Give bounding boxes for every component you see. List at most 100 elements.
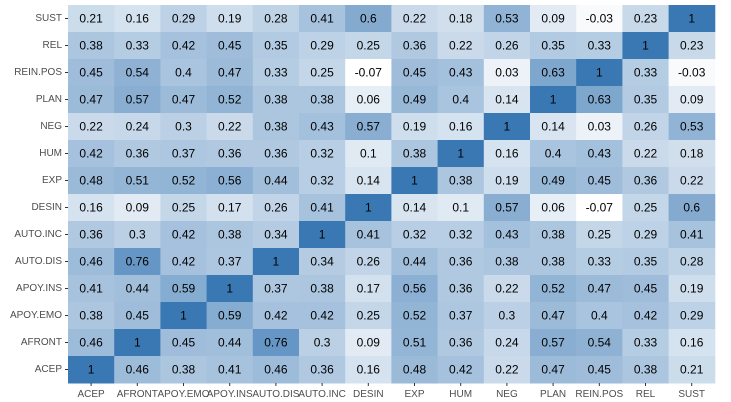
cell-value-REIN.POS-AUTO.INC: 0.25 bbox=[310, 66, 334, 80]
cell-EXP-AFRONT bbox=[114, 167, 161, 195]
cell-AUTO.INC-ACEP bbox=[68, 221, 115, 249]
cell-ACEP-REL bbox=[622, 356, 670, 384]
cell-AUTO.DIS-SUST bbox=[668, 248, 716, 276]
cell-value-PLAN-AFRONT: 0.57 bbox=[126, 93, 150, 107]
cell-value-ACEP-ACEP: 1 bbox=[88, 363, 95, 377]
cell-DESIN-HUM bbox=[437, 194, 485, 222]
cell-value-HUM-REL: 0.22 bbox=[634, 147, 658, 161]
x-tick-label-EXP: EXP bbox=[404, 389, 424, 400]
cell-value-AUTO.INC-REL: 0.29 bbox=[634, 228, 658, 242]
cell-PLAN-AUTO.INC bbox=[299, 86, 346, 114]
cell-value-APOY.EMO-ACEP: 0.38 bbox=[79, 309, 103, 323]
cell-AFRONT-REIN.POS bbox=[576, 329, 623, 357]
cell-value-APOY.EMO-NEG: 0.3 bbox=[499, 309, 516, 323]
cell-HUM-ACEP bbox=[68, 140, 115, 168]
cell-value-PLAN-AUTO.INC: 0.38 bbox=[310, 93, 334, 107]
cell-value-REL-APOY.EMO: 0.42 bbox=[172, 39, 196, 53]
cell-REIN.POS-AFRONT bbox=[114, 59, 161, 87]
cell-PLAN-NEG bbox=[483, 86, 531, 114]
cell-value-NEG-APOY.INS: 0.22 bbox=[218, 120, 242, 134]
cell-PLAN-REL bbox=[622, 86, 670, 114]
cell-PLAN-EXP bbox=[391, 86, 439, 114]
cell-APOY.INS-AUTO.INC bbox=[299, 275, 346, 303]
cell-value-APOY.INS-REIN.POS: 0.47 bbox=[588, 282, 612, 296]
cell-PLAN-APOY.INS bbox=[206, 86, 254, 114]
cell-SUST-AFRONT bbox=[114, 5, 161, 33]
cell-value-AUTO.INC-DESIN: 0.41 bbox=[357, 228, 381, 242]
y-tick-label-SUST: SUST bbox=[35, 13, 62, 24]
cell-value-ACEP-HUM: 0.42 bbox=[449, 363, 473, 377]
y-axis: SUST REL REIN.POS PLAN NEG HUM EXP DESIN AUTO.IN… bbox=[10, 13, 68, 375]
cell-value-AUTO.DIS-EXP: 0.44 bbox=[403, 255, 427, 269]
y-tick-label-APOY.INS: APOY.INS bbox=[16, 283, 62, 294]
cell-value-APOY.EMO-HUM: 0.37 bbox=[449, 309, 473, 323]
cell-value-SUST-PLAN: 0.09 bbox=[541, 12, 565, 26]
cell-value-AUTO.DIS-HUM: 0.36 bbox=[449, 255, 473, 269]
cell-value-AFRONT-REIN.POS: 0.54 bbox=[588, 336, 612, 350]
cell-value-NEG-ACEP: 0.22 bbox=[79, 120, 103, 134]
cell-APOY.EMO-ACEP bbox=[68, 302, 115, 330]
cell-HUM-DESIN bbox=[345, 140, 392, 168]
cell-AFRONT-AUTO.DIS bbox=[252, 329, 300, 357]
cell-REIN.POS-ACEP bbox=[68, 59, 115, 87]
cell-SUST-AUTO.DIS bbox=[252, 5, 300, 33]
cell-AUTO.INC-HUM bbox=[437, 221, 485, 249]
cell-HUM-AUTO.INC bbox=[299, 140, 346, 168]
cell-value-NEG-HUM: 0.16 bbox=[449, 120, 473, 134]
cell-value-REIN.POS-AFRONT: 0.54 bbox=[126, 66, 150, 80]
cell-value-PLAN-DESIN: 0.06 bbox=[357, 93, 381, 107]
y-tick-label-EXP: EXP bbox=[42, 175, 62, 186]
cell-value-NEG-NEG: 1 bbox=[504, 120, 511, 134]
cell-value-AFRONT-REL: 0.33 bbox=[634, 336, 658, 350]
cell-PLAN-AUTO.DIS bbox=[252, 86, 300, 114]
cell-value-ACEP-SUST: 0.21 bbox=[680, 363, 704, 377]
cell-value-AUTO.INC-AFRONT: 0.3 bbox=[129, 228, 146, 242]
heatmap-cells bbox=[68, 5, 716, 384]
cell-value-DESIN-NEG: 0.57 bbox=[495, 201, 519, 215]
cell-value-AFRONT-NEG: 0.24 bbox=[495, 336, 519, 350]
cell-AUTO.DIS-DESIN bbox=[345, 248, 392, 276]
cell-value-SUST-AFRONT: 0.16 bbox=[126, 12, 150, 26]
cell-APOY.INS-APOY.INS bbox=[206, 275, 254, 303]
cell-value-APOY.INS-HUM: 0.36 bbox=[449, 282, 473, 296]
cell-value-DESIN-AUTO.DIS: 0.26 bbox=[264, 201, 288, 215]
cell-value-HUM-SUST: 0.18 bbox=[680, 147, 704, 161]
cell-SUST-SUST bbox=[668, 5, 716, 33]
cell-value-AUTO.DIS-NEG: 0.38 bbox=[495, 255, 519, 269]
cell-REL-ACEP bbox=[68, 32, 115, 60]
cell-value-EXP-EXP: 1 bbox=[411, 174, 418, 188]
cell-NEG-DESIN bbox=[345, 113, 392, 141]
cell-value-SUST-EXP: 0.22 bbox=[403, 12, 427, 26]
cell-value-EXP-REIN.POS: 0.45 bbox=[588, 174, 612, 188]
cell-APOY.EMO-REL bbox=[622, 302, 670, 330]
cell-PLAN-AFRONT bbox=[114, 86, 161, 114]
cell-PLAN-DESIN bbox=[345, 86, 392, 114]
cell-value-AUTO.INC-AUTO.INC: 1 bbox=[319, 228, 326, 242]
cell-REL-PLAN bbox=[530, 32, 577, 60]
y-tick-label-HUM: HUM bbox=[39, 148, 62, 159]
cell-EXP-REL bbox=[622, 167, 670, 195]
cell-value-HUM-PLAN: 0.4 bbox=[545, 147, 562, 161]
cell-value-REL-NEG: 0.26 bbox=[495, 39, 519, 53]
cell-value-EXP-AUTO.DIS: 0.44 bbox=[264, 174, 288, 188]
cell-value-AUTO.INC-SUST: 0.41 bbox=[680, 228, 704, 242]
cell-NEG-EXP bbox=[391, 113, 439, 141]
cell-value-DESIN-AFRONT: 0.09 bbox=[126, 201, 150, 215]
cell-ACEP-APOY.INS bbox=[206, 356, 254, 384]
cell-AUTO.DIS-AUTO.INC bbox=[299, 248, 346, 276]
cell-value-NEG-REL: 0.26 bbox=[634, 120, 658, 134]
cell-AUTO.INC-APOY.EMO bbox=[160, 221, 208, 249]
cell-REIN.POS-APOY.EMO bbox=[160, 59, 208, 87]
x-tick-label-APOY.INS: APOY.INS bbox=[207, 389, 253, 400]
cell-value-APOY.INS-NEG: 0.22 bbox=[495, 282, 519, 296]
cell-AUTO.INC-APOY.INS bbox=[206, 221, 254, 249]
cell-value-EXP-REL: 0.36 bbox=[634, 174, 658, 188]
cell-AFRONT-APOY.EMO bbox=[160, 329, 208, 357]
cell-ACEP-EXP bbox=[391, 356, 439, 384]
cell-DESIN-APOY.INS bbox=[206, 194, 254, 222]
cell-value-APOY.EMO-APOY.EMO: 1 bbox=[180, 309, 187, 323]
cell-value-NEG-AFRONT: 0.24 bbox=[126, 120, 150, 134]
cell-value-AUTO.INC-ACEP: 0.36 bbox=[79, 228, 103, 242]
cell-APOY.EMO-APOY.EMO bbox=[160, 302, 208, 330]
cell-AFRONT-NEG bbox=[483, 329, 531, 357]
